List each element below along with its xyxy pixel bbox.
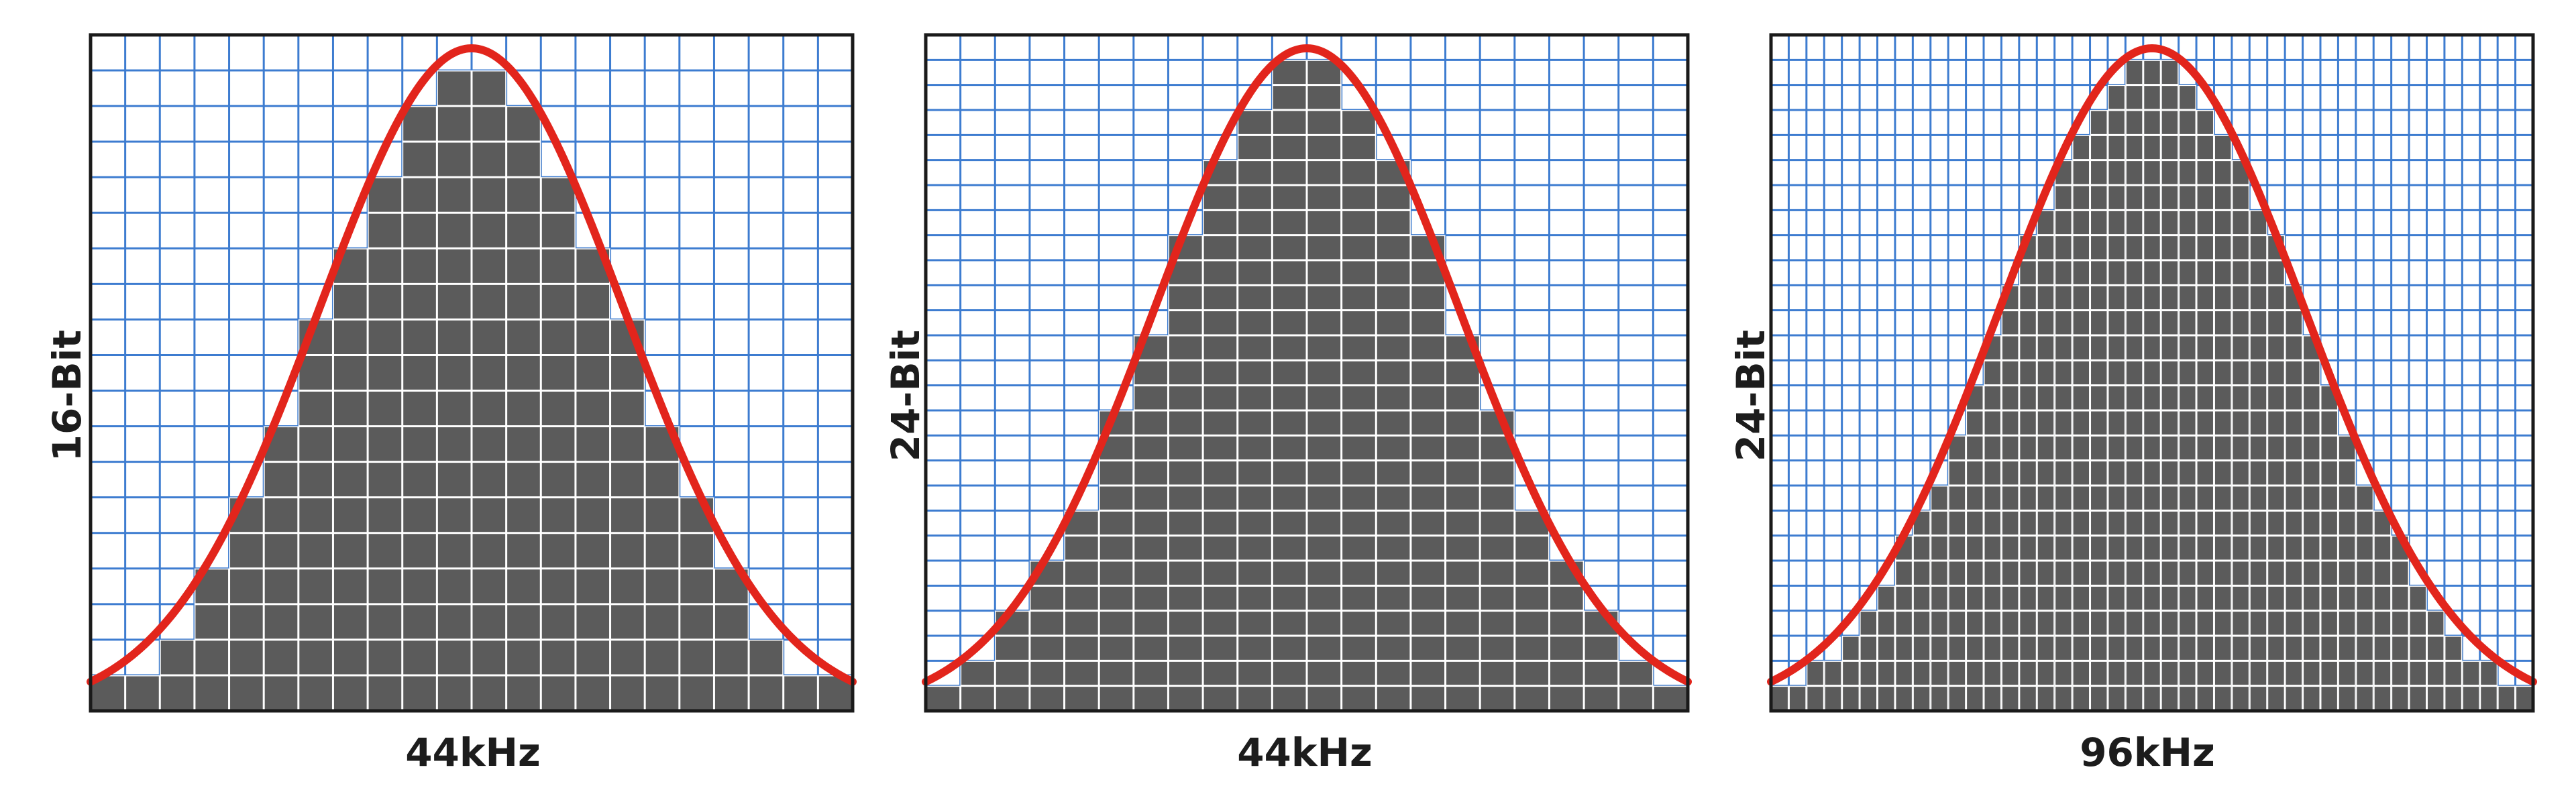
- analog-waveform-curve: [922, 44, 1692, 686]
- bit-depth-label-1: 16-Bit: [44, 329, 90, 462]
- sample-bar: [926, 685, 961, 711]
- sample-bar: [1877, 585, 1895, 711]
- sample-bar: [2498, 685, 2516, 711]
- sample-bar: [1168, 235, 1203, 712]
- analog-waveform-curve: [87, 44, 857, 686]
- panel-3: 24-Bit 96kHz: [1717, 0, 2576, 794]
- sample-bar: [1653, 685, 1688, 711]
- sample-bar: [125, 675, 160, 711]
- sample-rate-label-1: 44kHz: [405, 730, 541, 775]
- sampling-diagram-1: [87, 33, 857, 713]
- sample-bar: [1841, 636, 1860, 711]
- sample-bar: [2320, 385, 2339, 711]
- bit-depth-label-2: 24-Bit: [883, 329, 928, 462]
- sample-bar: [298, 319, 333, 712]
- sample-bar: [1966, 385, 1984, 711]
- sample-bar: [1771, 685, 1789, 711]
- sampling-diagram-2: [922, 33, 1692, 713]
- sample-bar: [783, 675, 818, 711]
- sample-bar: [402, 106, 437, 711]
- sample-bar: [2302, 335, 2320, 711]
- sample-bar: [610, 319, 645, 712]
- sample-bar: [2515, 685, 2533, 711]
- sample-bar: [368, 177, 402, 711]
- panel-1: 16-Bit 44kHz: [0, 0, 859, 794]
- sample-bar: [333, 248, 368, 711]
- sample-bar: [2285, 285, 2303, 711]
- sample-bar: [2338, 435, 2356, 711]
- sample-bar: [1445, 335, 1481, 711]
- sample-bar: [575, 248, 610, 711]
- plot-frame: [89, 33, 855, 713]
- sample-bar: [506, 106, 541, 711]
- sample-bar: [2409, 585, 2427, 711]
- sample-bar: [2214, 135, 2232, 712]
- sample-bar: [2001, 285, 2019, 711]
- plot-frame: [924, 33, 1690, 713]
- plot-frame: [1769, 33, 2535, 713]
- sampling-diagram-3: [1767, 33, 2537, 713]
- sample-bar: [1133, 335, 1169, 711]
- sample-bar: [541, 177, 576, 711]
- sample-bar: [2072, 135, 2090, 712]
- sample-rate-label-3: 96kHz: [2080, 730, 2215, 775]
- sample-bar: [2107, 84, 2126, 711]
- sample-bar: [2178, 84, 2197, 711]
- sample-bar: [2019, 235, 2037, 712]
- sample-bar: [1410, 235, 1446, 712]
- sample-bar: [2355, 486, 2374, 711]
- sample-bar: [2391, 535, 2410, 711]
- panel-2: 24-Bit 44kHz: [859, 0, 1717, 794]
- sample-bar: [1930, 486, 1949, 711]
- sample-bar: [1948, 435, 1966, 711]
- sample-bar: [1894, 535, 1913, 711]
- sample-bar: [2444, 636, 2463, 711]
- sample-bar: [1984, 335, 2002, 711]
- analog-waveform-curve: [1767, 44, 2537, 686]
- sample-bar: [2267, 235, 2286, 712]
- sample-bar: [1788, 685, 1807, 711]
- sample-rate-label-2: 44kHz: [1237, 730, 1373, 775]
- bit-depth-label-3: 24-Bit: [1728, 329, 1774, 462]
